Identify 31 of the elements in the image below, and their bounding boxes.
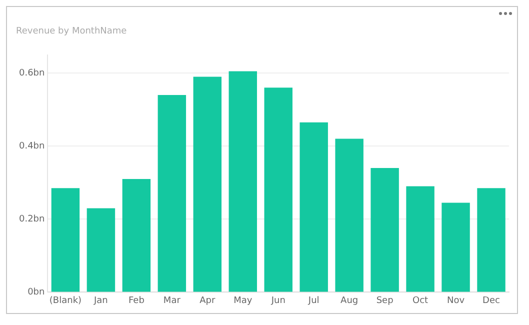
bar: [51, 188, 80, 292]
bar: [406, 186, 434, 292]
y-tick-label: 0.6bn: [18, 68, 45, 78]
x-tick-label: Jun: [270, 296, 286, 306]
x-tick-label: Jul: [307, 296, 320, 306]
bar: [264, 88, 292, 292]
bar: [228, 71, 257, 292]
x-tick-label: Sep: [376, 296, 394, 306]
bar: [158, 94, 186, 292]
x-tick-label: Aug: [340, 296, 358, 306]
bar: [442, 202, 470, 292]
bar: [477, 188, 506, 292]
x-tick-label: Mar: [163, 296, 181, 306]
x-tick-label: Jan: [93, 296, 108, 306]
bar: [370, 168, 399, 292]
x-tick-label: (Blank): [49, 296, 82, 306]
bar: [122, 178, 151, 292]
bar: [300, 122, 328, 292]
bar: [335, 138, 364, 292]
x-tick-label: Oct: [412, 296, 429, 306]
x-tick-label: Apr: [200, 296, 216, 306]
y-tick-label: 0bn: [28, 288, 45, 298]
x-tick-label: Dec: [482, 296, 500, 306]
x-tick-label: May: [234, 296, 253, 306]
chart-title: Revenue by MonthName: [16, 26, 128, 37]
y-tick-label: 0.4bn: [18, 141, 45, 152]
bar: [193, 76, 222, 292]
y-tick-label: 0.2bn: [18, 214, 45, 224]
x-tick-label: Nov: [446, 296, 466, 306]
bar: [86, 208, 116, 292]
x-tick-label: Feb: [128, 296, 145, 306]
